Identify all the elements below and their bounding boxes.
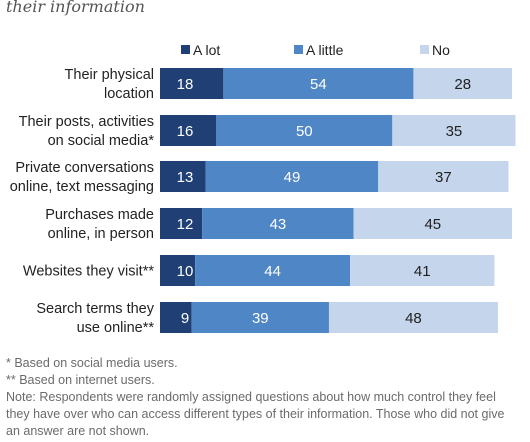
category-label-5-1: use online**	[77, 320, 155, 336]
category-label-1-1: on social media*	[48, 133, 155, 149]
category-label-5-0: Search terms they	[36, 301, 154, 317]
data-label-2-1: 49	[284, 169, 301, 186]
data-label-1-0: 16	[177, 123, 194, 140]
data-label-0-1: 54	[310, 76, 327, 93]
data-label-3-1: 43	[270, 216, 287, 233]
legend-label-2: No	[432, 42, 450, 58]
bar-4-0	[160, 255, 196, 286]
bar-2-1	[205, 161, 379, 192]
category-label-0-0: Their physical	[65, 67, 154, 83]
bar-1-1	[216, 115, 393, 146]
bar-0-0	[160, 68, 224, 99]
bar-4-2	[350, 255, 495, 286]
category-label-2-0: Private conversations	[15, 160, 154, 176]
bar-3-0	[160, 208, 203, 239]
chart-title-fragment: their information	[6, 0, 145, 16]
bar-1-0	[160, 115, 217, 146]
category-label-4-0: Websites they visit**	[23, 264, 154, 280]
data-label-0-2: 28	[454, 76, 471, 93]
data-label-1-1: 50	[296, 123, 313, 140]
data-label-3-0: 12	[177, 216, 194, 233]
category-label-1-0: Their posts, activities	[19, 114, 154, 130]
note-line-3: Note: Respondents were randomly assigned…	[6, 390, 505, 438]
bar-2-0	[160, 161, 206, 192]
category-label-3-1: online, in person	[48, 226, 154, 242]
chart-notes: * Based on social media users. ** Based …	[6, 355, 521, 440]
legend-label-1: A little	[306, 42, 344, 58]
data-label-4-0: 10	[177, 263, 194, 280]
note-line-2: ** Based on internet users.	[6, 373, 155, 387]
bar-5-0	[160, 302, 192, 333]
legend-swatch-1	[294, 45, 303, 54]
bar-1-2	[392, 115, 516, 146]
data-label-0-0: 18	[177, 76, 194, 93]
bar-0-2	[413, 68, 512, 99]
data-label-2-2: 37	[435, 169, 452, 186]
bar-2-2	[378, 161, 509, 192]
bar-5-1	[191, 302, 329, 333]
category-label-3-0: Purchases made	[45, 207, 154, 223]
data-label-5-0: 9	[181, 310, 189, 327]
legend-label-0: A lot	[193, 42, 220, 58]
category-label-0-1: location	[104, 86, 154, 102]
data-label-1-2: 35	[446, 123, 463, 140]
data-label-5-1: 39	[252, 310, 269, 327]
category-label-2-1: online, text messaging	[10, 179, 154, 195]
data-label-2-0: 13	[177, 169, 194, 186]
bar-4-1	[195, 255, 351, 286]
data-label-3-2: 45	[424, 216, 441, 233]
data-label-4-1: 44	[264, 263, 281, 280]
legend-swatch-2	[420, 45, 429, 54]
bar-3-1	[202, 208, 354, 239]
bar-3-2	[353, 208, 512, 239]
legend-swatch-0	[181, 45, 190, 54]
stacked-bar-chart: A lot A little No Their physical location 18 5…	[10, 42, 516, 336]
bar-0-1	[223, 68, 414, 99]
data-label-5-2: 48	[405, 310, 422, 327]
data-label-4-2: 41	[414, 263, 431, 280]
bar-5-2	[328, 302, 498, 333]
note-line-1: * Based on social media users.	[6, 356, 178, 370]
